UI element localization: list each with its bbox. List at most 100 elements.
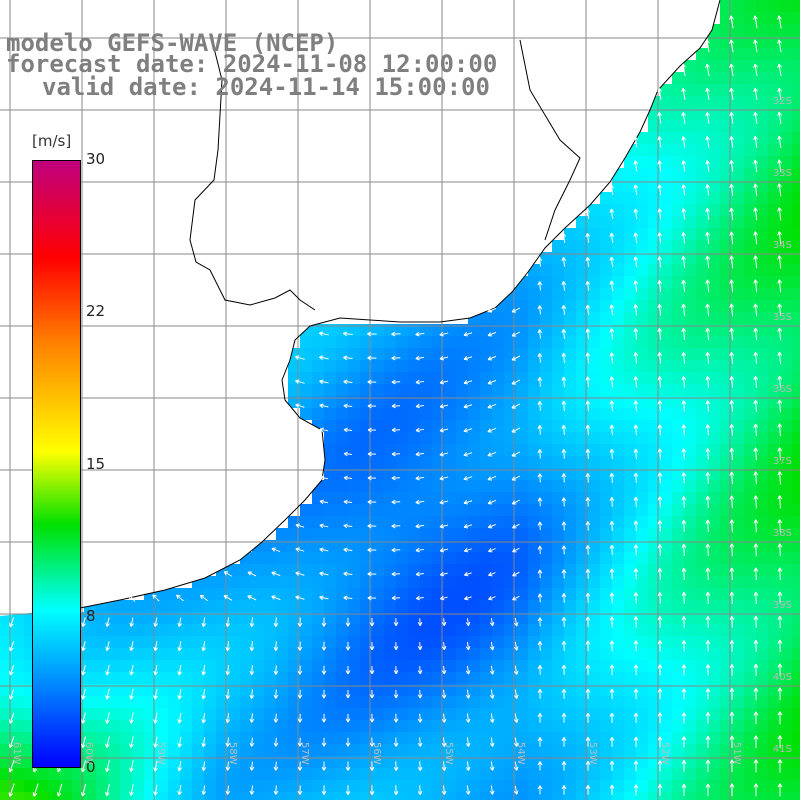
speed-cell — [132, 780, 144, 792]
wind-arrow — [633, 568, 639, 580]
speed-cell — [240, 624, 252, 636]
speed-cell — [576, 420, 588, 432]
speed-cell — [708, 96, 720, 108]
speed-cell — [420, 648, 432, 660]
wind-arrow — [633, 664, 639, 676]
speed-cell — [636, 384, 648, 396]
lat-label: 34S — [772, 240, 792, 251]
speed-cell — [768, 708, 780, 720]
speed-cell — [384, 636, 396, 648]
speed-cell — [768, 792, 780, 800]
speed-cell — [300, 576, 312, 588]
speed-cell — [216, 720, 228, 732]
speed-cell — [744, 408, 756, 420]
speed-cell — [744, 708, 756, 720]
speed-cell — [108, 648, 120, 660]
speed-cell — [552, 672, 564, 684]
speed-cell — [348, 696, 360, 708]
speed-cell — [708, 768, 720, 780]
wind-arrow — [633, 448, 639, 460]
speed-cell — [720, 360, 732, 372]
speed-cell — [144, 696, 156, 708]
speed-cell — [396, 480, 408, 492]
wind-arrow — [777, 231, 782, 245]
speed-cell — [540, 660, 552, 672]
speed-cell — [756, 780, 768, 792]
speed-cell — [768, 156, 780, 168]
speed-cell — [276, 624, 288, 636]
speed-cell — [744, 636, 756, 648]
speed-cell — [336, 600, 348, 612]
wind-arrow — [415, 499, 425, 505]
speed-cell — [504, 780, 516, 792]
forecast-date: forecast date: 2024-11-08 12:00:00 — [6, 50, 498, 78]
wind-arrow — [609, 352, 615, 364]
speed-cell — [744, 756, 756, 768]
wind-arrow — [657, 712, 663, 724]
speed-cell — [264, 708, 276, 720]
speed-cell — [744, 276, 756, 288]
speed-cell — [384, 792, 396, 800]
speed-cell — [744, 480, 756, 492]
speed-cell — [600, 660, 612, 672]
speed-cell — [648, 588, 660, 600]
speed-cell — [732, 612, 744, 624]
speed-cell — [612, 672, 624, 684]
wind-arrow — [440, 595, 448, 601]
speed-cell — [384, 528, 396, 540]
wind-arrow — [729, 664, 735, 676]
speed-cell — [660, 132, 672, 144]
speed-cell — [600, 216, 612, 228]
speed-cell — [588, 504, 600, 516]
speed-cell — [768, 492, 780, 504]
speed-cell — [744, 600, 756, 612]
speed-cell — [492, 336, 504, 348]
speed-cell — [372, 708, 384, 720]
speed-cell — [204, 696, 216, 708]
speed-cell — [612, 636, 624, 648]
speed-cell — [420, 432, 432, 444]
speed-cell — [552, 780, 564, 792]
speed-cell — [696, 228, 708, 240]
speed-cell — [528, 420, 540, 432]
speed-cell — [168, 792, 180, 800]
speed-cell — [624, 420, 636, 432]
speed-cell — [480, 396, 492, 408]
speed-cell — [756, 132, 768, 144]
speed-cell — [432, 324, 444, 336]
speed-cell — [144, 624, 156, 636]
wind-arrow — [129, 688, 134, 700]
speed-cell — [276, 540, 288, 552]
speed-cell — [192, 732, 204, 744]
speed-cell — [144, 720, 156, 732]
speed-cell — [432, 720, 444, 732]
colorbar — [32, 160, 81, 768]
speed-cell — [444, 432, 456, 444]
speed-cell — [480, 684, 492, 696]
speed-cell — [780, 708, 792, 720]
speed-cell — [600, 432, 612, 444]
speed-cell — [576, 792, 588, 800]
speed-cell — [564, 732, 576, 744]
wind-arrow — [511, 403, 521, 409]
speed-cell — [696, 612, 708, 624]
wind-arrow — [585, 497, 591, 507]
speed-cell — [192, 720, 204, 732]
speed-cell — [612, 720, 624, 732]
speed-cell — [648, 396, 660, 408]
wind-arrow — [415, 523, 425, 529]
speed-cell — [576, 660, 588, 672]
speed-cell — [756, 528, 768, 540]
wind-arrow — [681, 567, 687, 580]
speed-cell — [432, 732, 444, 744]
speed-cell — [756, 732, 768, 744]
speed-cell — [372, 468, 384, 480]
speed-cell — [432, 564, 444, 576]
speed-cell — [696, 492, 708, 504]
speed-cell — [324, 324, 336, 336]
speed-cell — [168, 600, 180, 612]
speed-cell — [12, 768, 24, 780]
speed-cell — [672, 672, 684, 684]
speed-cell — [708, 672, 720, 684]
speed-cell — [372, 684, 384, 696]
